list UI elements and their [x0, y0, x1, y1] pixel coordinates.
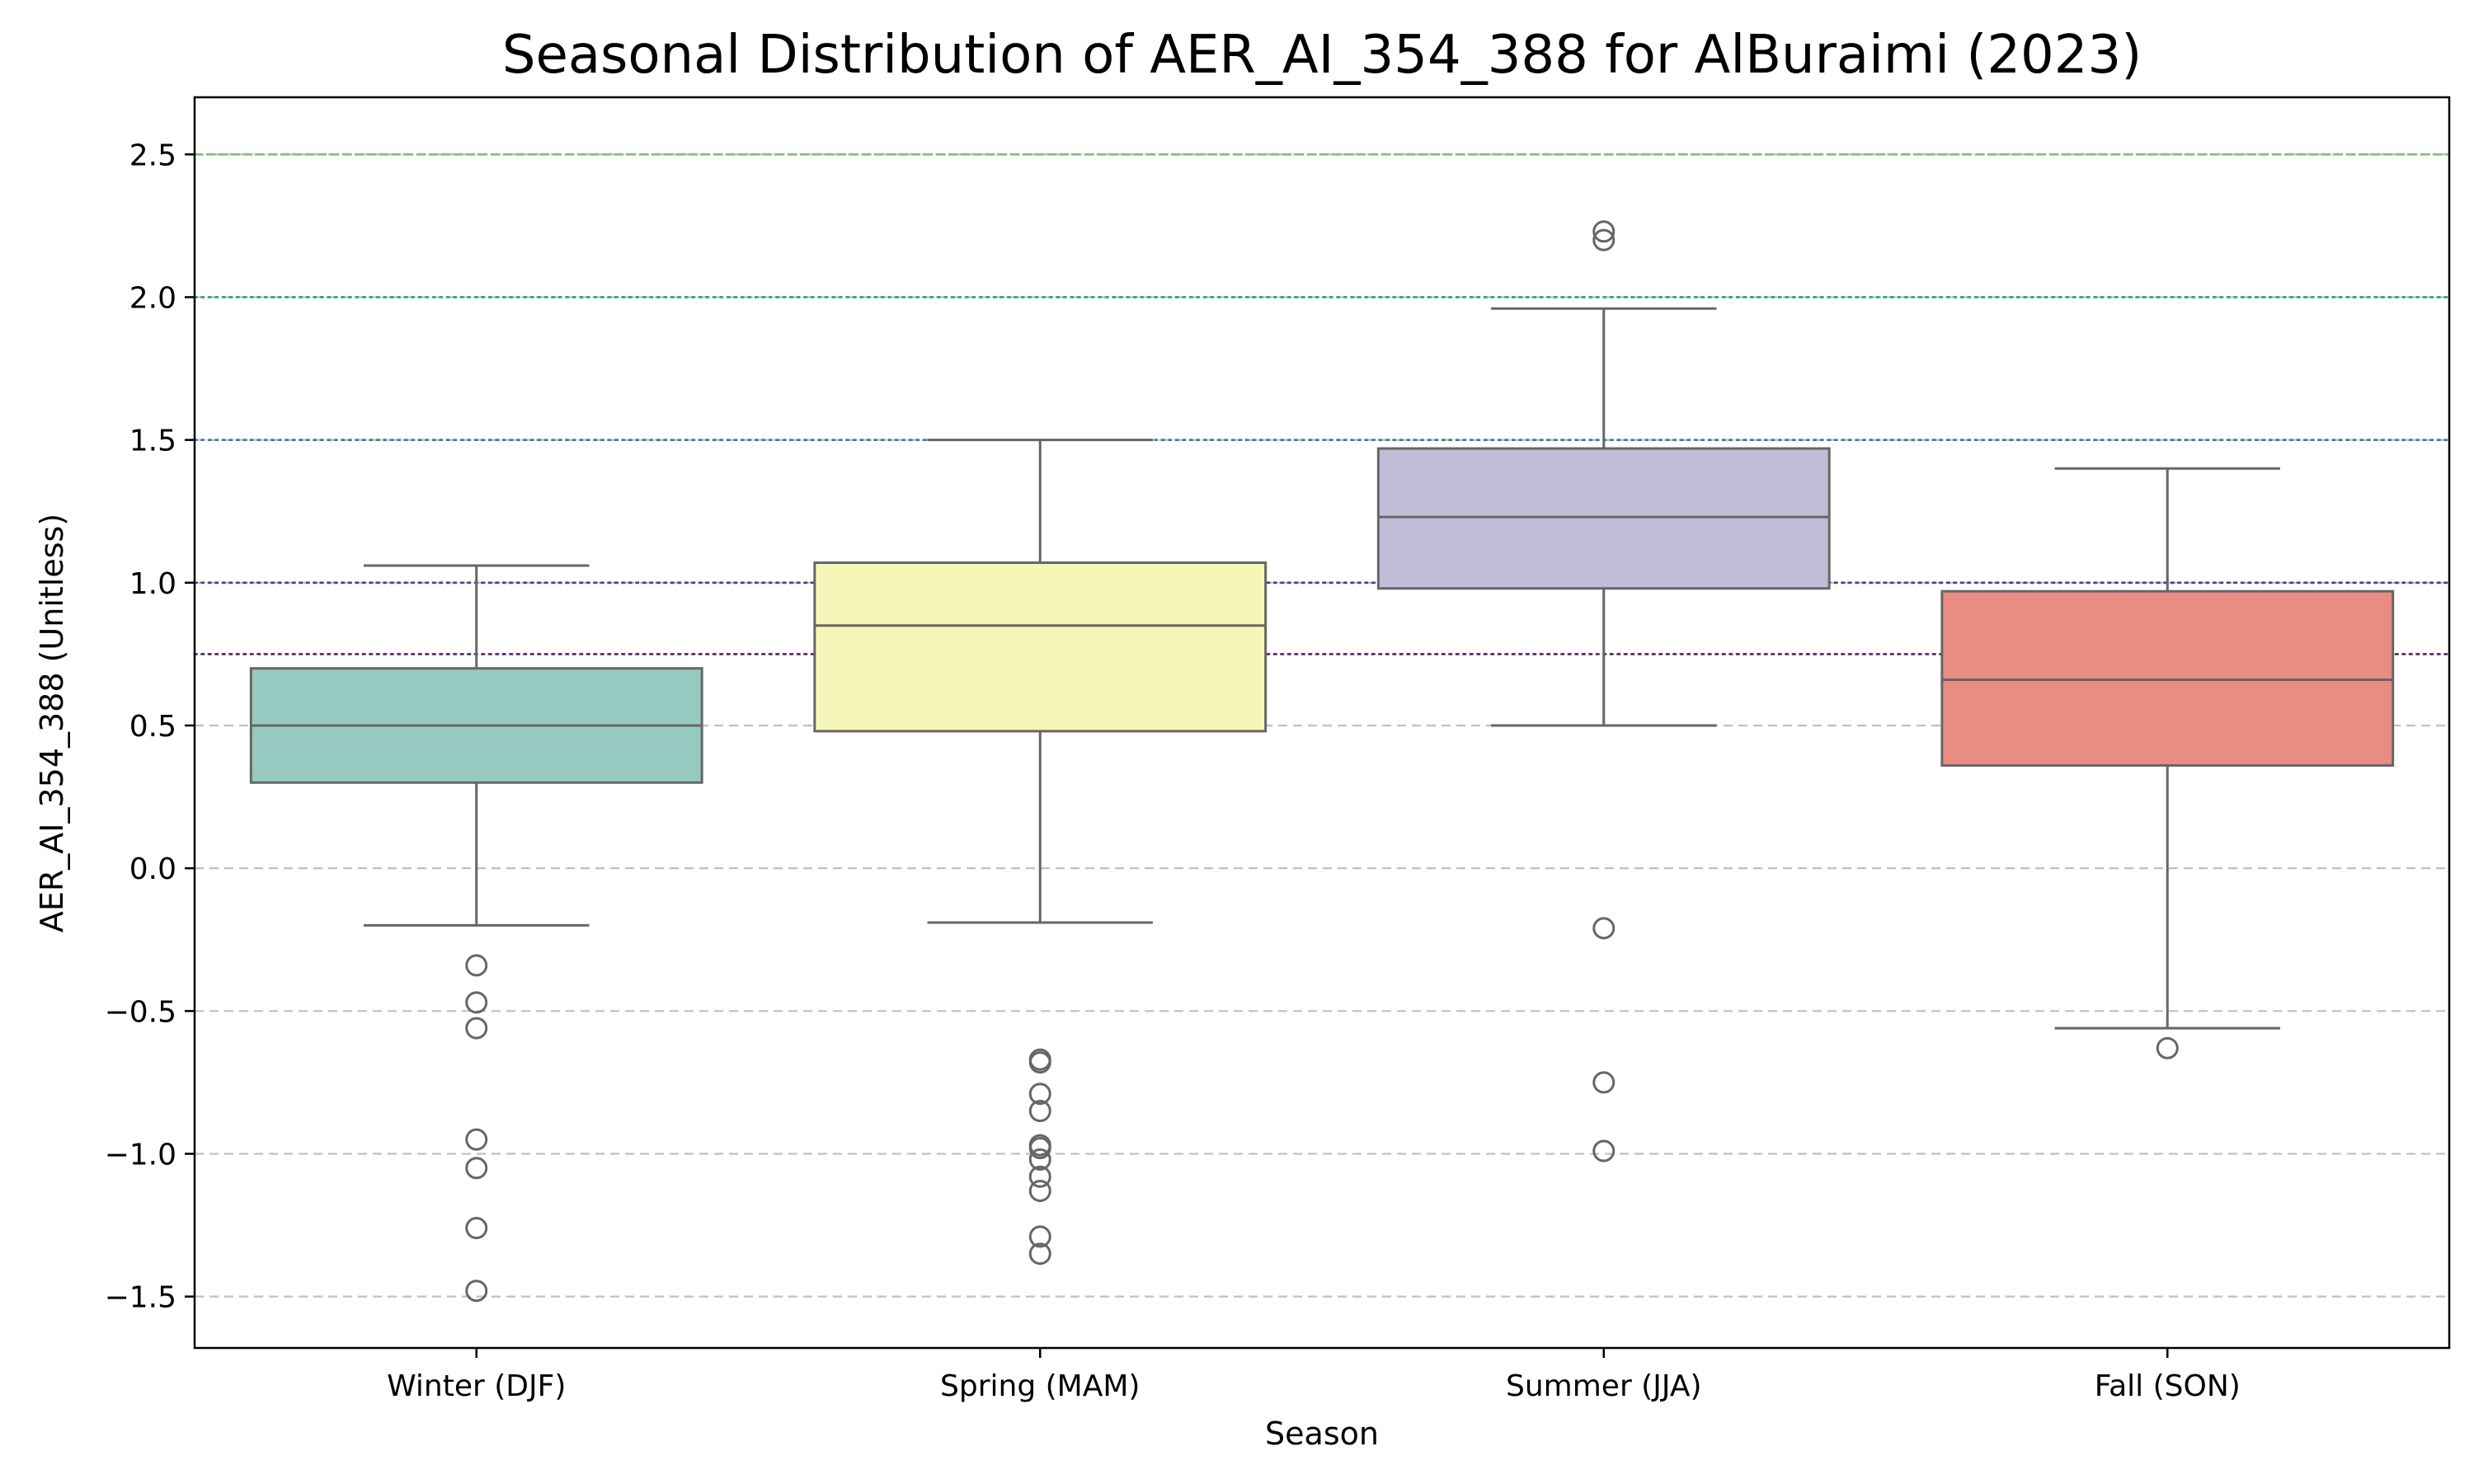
outlier-point: [1592, 917, 1616, 940]
outlier-point: [1592, 228, 1616, 251]
outlier-point: [1028, 1051, 1051, 1074]
reference-lines: [193, 153, 2451, 655]
axes-layer: −1.5 −1.0 −0.5 0.0 0.5 1.0 1.5 2.0 2.5 Winter (DJ…: [105, 96, 2451, 1403]
outlier-point: [2156, 1036, 2179, 1059]
y-tick-label: 1.0: [129, 567, 176, 601]
outlier-point: [465, 1217, 488, 1240]
outlier-point: [1592, 1071, 1616, 1094]
y-tick-label: −1.0: [105, 1138, 176, 1172]
boxes-layer: [249, 220, 2395, 1303]
y-tick-label: −0.5: [105, 995, 176, 1029]
outlier-point: [465, 991, 488, 1014]
box-iqr: [1940, 589, 2395, 767]
y-tick-label: 1.5: [129, 425, 176, 458]
box-group-3: [1940, 467, 2395, 1059]
y-tick-label: 0.5: [129, 710, 176, 744]
outlier-point: [465, 1280, 488, 1303]
outlier-point: [1028, 1225, 1051, 1248]
outlier-point: [465, 1157, 488, 1180]
outlier-point: [1028, 1148, 1051, 1171]
y-tick-label: 2.0: [129, 281, 176, 315]
box-iqr: [1376, 447, 1831, 590]
outlier-point: [1028, 1242, 1051, 1266]
outlier-point: [465, 1128, 488, 1151]
outlier-point: [1028, 1082, 1051, 1106]
outlier-point: [465, 954, 488, 977]
plot-frame: [193, 96, 2451, 1350]
outlier-point: [1028, 1165, 1051, 1188]
box-iqr: [813, 561, 1268, 733]
x-axis-title: Season: [1265, 1416, 1379, 1452]
y-tick-label: 0.0: [129, 852, 176, 886]
outlier-point: [465, 1017, 488, 1040]
y-tick-label: −1.5: [105, 1281, 176, 1315]
chart-title: Seasonal Distribution of AER_AI_354_388 …: [502, 25, 2142, 86]
box-group-2: [1376, 220, 1831, 1162]
outlier-point: [1592, 1139, 1616, 1162]
y-tick-label: 2.5: [129, 139, 176, 172]
outlier-point: [1028, 1180, 1051, 1203]
x-tick-label: Winter (DJF): [387, 1369, 566, 1403]
outlier-point: [1592, 220, 1616, 243]
box-group-0: [249, 564, 703, 1303]
box-group-1: [813, 439, 1268, 1266]
x-tick-label: Spring (MAM): [940, 1369, 1140, 1403]
outlier-point: [1028, 1137, 1051, 1160]
y-axis-title: AER_AI_354_388 (Unitless): [34, 514, 70, 932]
outlier-point: [1028, 1100, 1051, 1123]
x-tick-label: Fall (SON): [2095, 1369, 2241, 1403]
x-tick-label: Summer (JJA): [1506, 1369, 1702, 1403]
